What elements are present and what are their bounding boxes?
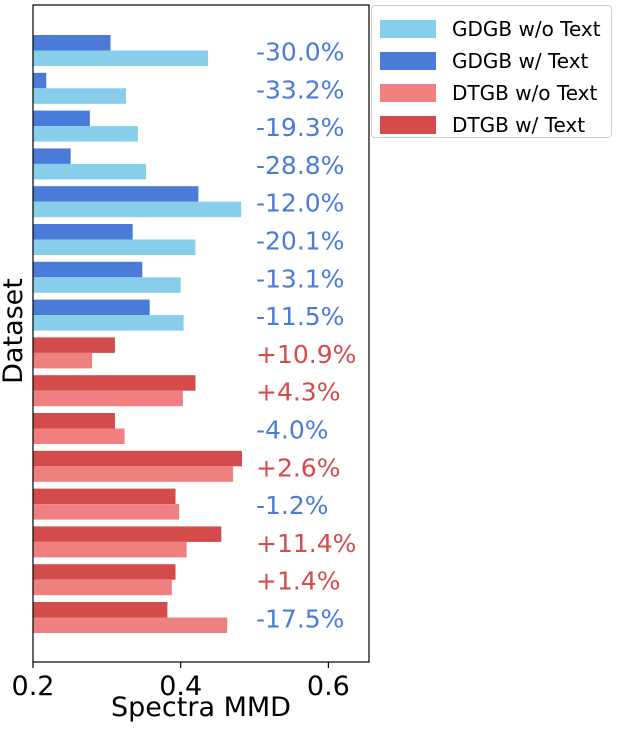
bar-without-text	[33, 277, 181, 293]
bar-with-text	[33, 488, 176, 505]
y-axis-label: Dataset	[0, 278, 29, 384]
change-labels-layer: -30.0% -33.2% -19.3% -28.8% -12.0% -20.1% -13.…	[256, 38, 356, 634]
change-label: -20.1%	[256, 227, 344, 256]
change-label: +2.6%	[256, 453, 340, 482]
legend-swatch	[380, 116, 436, 134]
bar-without-text	[33, 541, 187, 558]
bar-with-text	[33, 564, 176, 580]
bar-with-text	[33, 72, 47, 89]
x-tick-label: 0.2	[12, 671, 55, 702]
bar-with-text	[33, 450, 242, 467]
bar-without-text	[33, 428, 125, 444]
bar-with-text	[33, 186, 199, 202]
bar-with-text	[33, 602, 168, 618]
bar-with-text	[33, 413, 115, 429]
legend-item: GDGB w/ Text	[380, 49, 588, 73]
bar-with-text	[33, 148, 71, 164]
bar-with-text	[33, 299, 150, 316]
bar-without-text	[33, 201, 242, 218]
bar-without-text	[33, 352, 93, 369]
legend-swatch	[380, 84, 436, 102]
legend-swatch	[380, 52, 436, 70]
change-label: -30.0%	[256, 38, 344, 67]
change-label: -33.2%	[256, 75, 344, 104]
bar-with-text	[33, 375, 196, 391]
bar-without-text	[33, 466, 234, 482]
bar-with-text	[33, 261, 143, 278]
bar-with-text	[33, 35, 111, 51]
legend-item: DTGB w/o Text	[380, 81, 597, 105]
x-tick-label: 0.6	[307, 671, 350, 702]
x-axis-ticks: 0.2 0.4 0.6	[12, 662, 350, 702]
bar-without-text	[33, 579, 172, 596]
legend-item: GDGB w/o Text	[380, 17, 601, 41]
change-label: -12.0%	[256, 189, 344, 218]
legend-swatch	[380, 20, 436, 38]
x-axis-label: Spectra MMD	[111, 692, 291, 723]
bar-without-text	[33, 617, 228, 633]
change-label: -4.0%	[256, 416, 329, 445]
bar-with-text	[33, 224, 133, 240]
legend-label: DTGB w/ Text	[452, 113, 586, 137]
bar-without-text	[33, 163, 146, 180]
legend-item: DTGB w/ Text	[380, 113, 585, 137]
change-label: -17.5%	[256, 605, 344, 634]
legend-label: DTGB w/o Text	[452, 81, 598, 105]
legend-label: GDGB w/o Text	[452, 17, 601, 41]
change-label: +10.9%	[256, 340, 356, 369]
bar-with-text	[33, 337, 115, 353]
legend-label: GDGB w/ Text	[452, 49, 589, 73]
bars-layer	[33, 35, 242, 633]
bar-without-text	[33, 88, 127, 104]
change-label: -19.3%	[256, 113, 344, 142]
bar-with-text	[33, 526, 222, 542]
legend: GDGB w/o Text GDGB w/ Text DTGB w/o Text…	[371, 5, 612, 138]
change-label: +11.4%	[256, 529, 356, 558]
bar-without-text	[33, 315, 184, 331]
change-label: +4.3%	[256, 378, 340, 407]
change-label: -28.8%	[256, 151, 344, 180]
change-label: -11.5%	[256, 302, 344, 331]
change-label: -1.2%	[256, 491, 329, 520]
change-label: -13.1%	[256, 264, 344, 293]
bar-without-text	[33, 50, 209, 66]
bar-with-text	[33, 110, 90, 127]
plot-frame	[32, 4, 370, 663]
bar-without-text	[33, 504, 180, 520]
bar-without-text	[33, 390, 183, 407]
change-label: +1.4%	[256, 567, 340, 596]
bar-without-text	[33, 126, 138, 142]
bar-without-text	[33, 239, 196, 255]
x-tick-label: 0.4	[159, 671, 202, 702]
